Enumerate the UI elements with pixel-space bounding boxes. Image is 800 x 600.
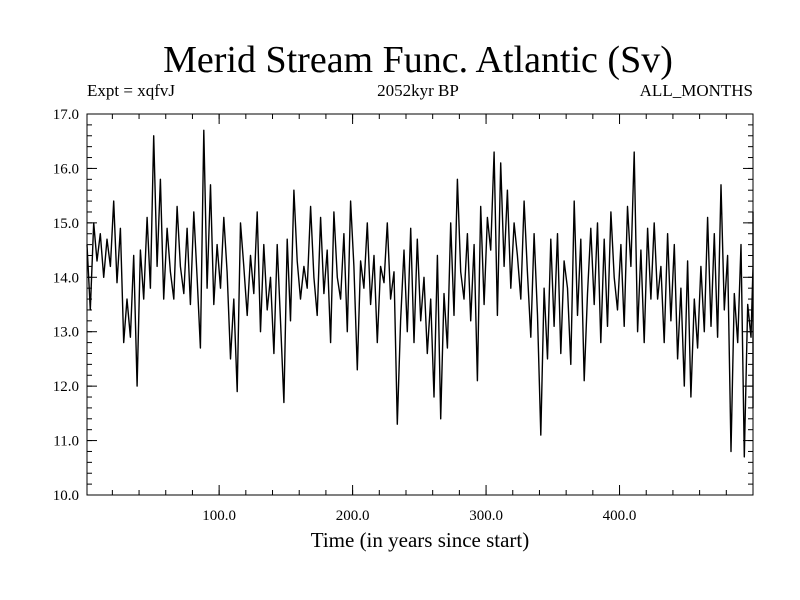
y-tick-label: 14.0 xyxy=(53,270,79,286)
y-tick-label: 17.0 xyxy=(53,107,79,123)
y-tick-label: 12.0 xyxy=(53,379,79,395)
x-axis-label: Time (in years since start) xyxy=(310,528,530,552)
series-line xyxy=(86,129,754,458)
axis-tick-labels: 10.0 11.0 12.0 13.0 14.0 15.0 16.0 17.0 100.0 200… xyxy=(53,107,637,524)
period-label: 2052kyr BP xyxy=(377,81,459,100)
axis-ticks xyxy=(87,113,753,496)
y-tick-label: 16.0 xyxy=(53,161,79,177)
months-label: ALL_MONTHS xyxy=(639,81,753,100)
x-tick-label: 100.0 xyxy=(202,508,236,524)
y-tick-label: 15.0 xyxy=(53,216,79,232)
experiment-label: Expt = xqfvJ xyxy=(87,81,175,100)
chart-title: Merid Stream Func. Atlantic (Sv) xyxy=(163,39,673,81)
y-tick-label: 13.0 xyxy=(53,325,79,341)
x-tick-label: 300.0 xyxy=(469,508,503,524)
x-tick-label: 200.0 xyxy=(336,508,370,524)
y-tick-label: 11.0 xyxy=(53,434,79,450)
x-tick-label: 400.0 xyxy=(603,508,637,524)
y-tick-label: 10.0 xyxy=(53,488,79,504)
